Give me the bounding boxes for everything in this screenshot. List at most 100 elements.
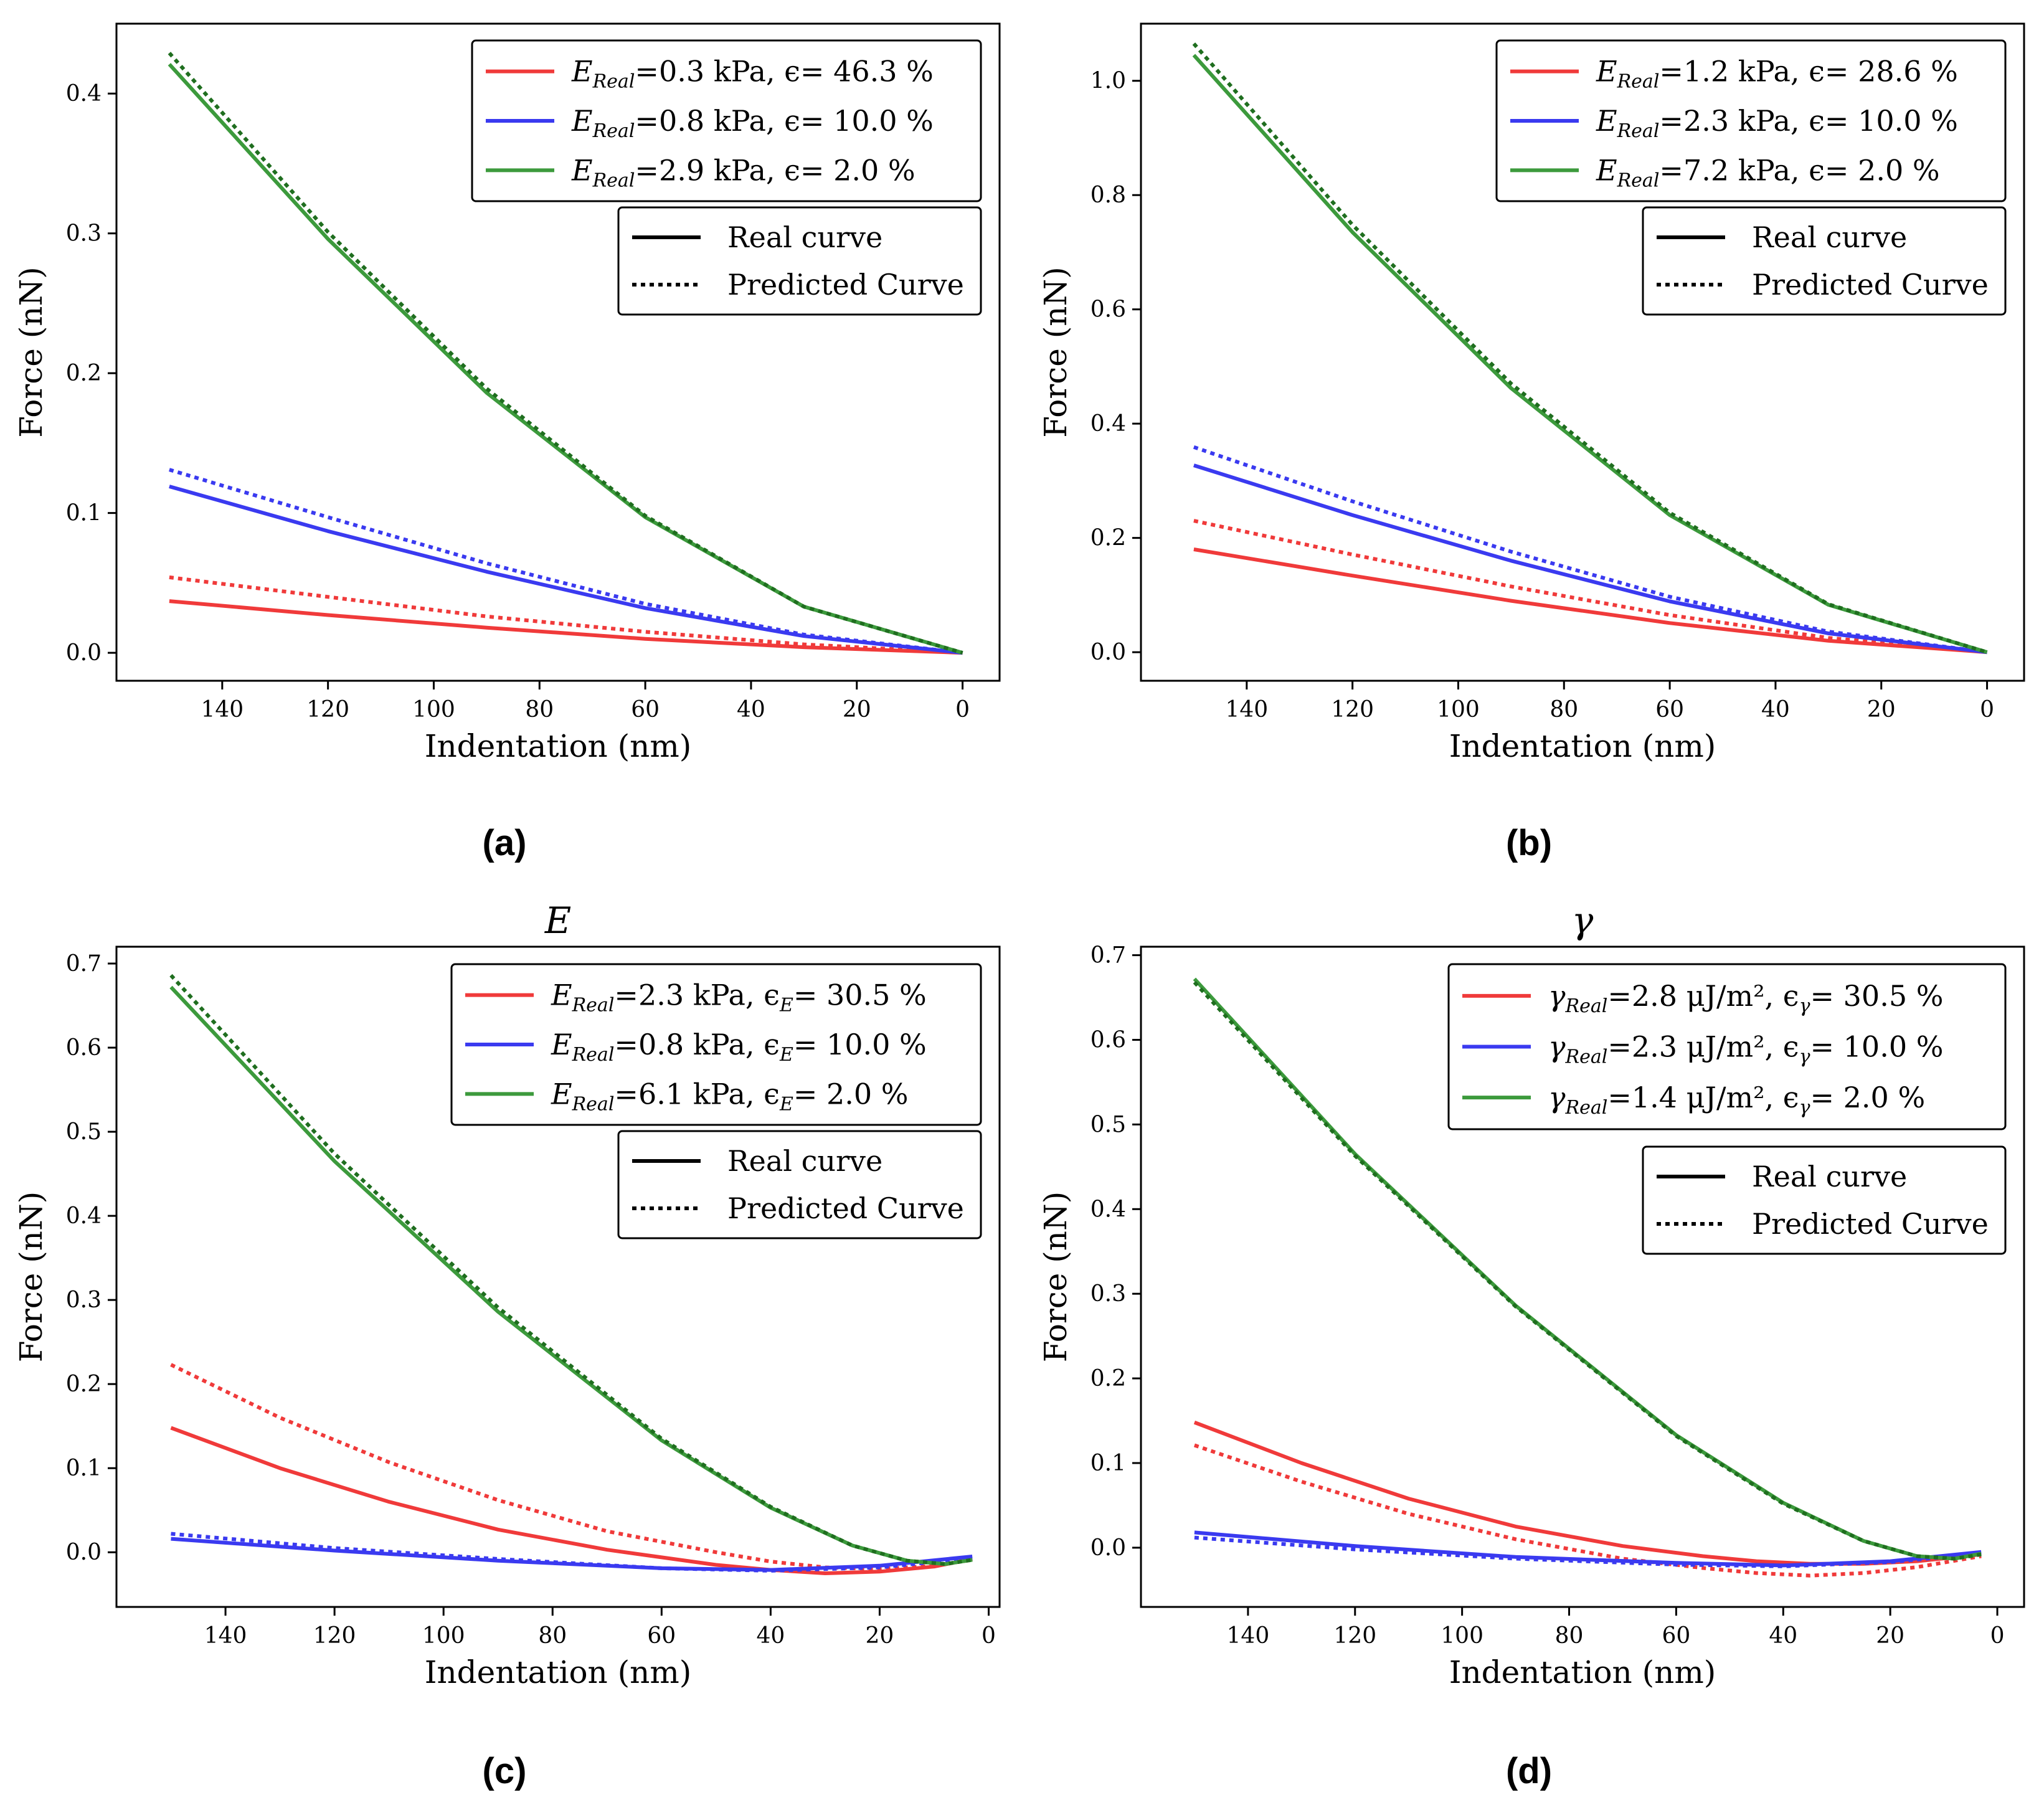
x-tick-label: 0 xyxy=(1990,1623,2005,1649)
y-tick-label: 0.7 xyxy=(1091,943,1126,969)
panel-title: E xyxy=(544,899,571,942)
x-tick-label: 140 xyxy=(1225,697,1268,722)
legend-label: EReal=2.9 kPa, ϵ= 2.0 % xyxy=(571,153,916,191)
panel-c: 140 120 100 80 60 40 20 0 0.0 0.1 0.2 0.3 0.4 0.5 0.6 0… xyxy=(13,899,1001,1690)
legend-box xyxy=(471,39,982,202)
style-legend-label: Real curve xyxy=(727,220,882,254)
x-tick-label: 40 xyxy=(1769,1623,1797,1649)
x-tick-label: 60 xyxy=(1655,697,1684,722)
x-tick-label: 100 xyxy=(1441,1623,1483,1649)
x-tick-label: 120 xyxy=(1331,697,1374,722)
legend-box xyxy=(1495,39,2007,202)
x-tick-label: 80 xyxy=(538,1623,567,1649)
style-legend-label: Predicted Curve xyxy=(1752,1207,1989,1241)
series-line-c-1 xyxy=(170,1363,973,1571)
style-legend-label: Predicted Curve xyxy=(727,268,964,301)
series-line-a-1 xyxy=(169,575,963,655)
series-line-a-2 xyxy=(169,485,963,655)
x-tick-label: 20 xyxy=(866,1623,894,1649)
style-legend-box xyxy=(617,206,982,316)
series-line-b-2 xyxy=(1193,463,1987,655)
x-tick-label: 80 xyxy=(525,697,554,722)
y-tick-label: 0.5 xyxy=(1091,1112,1126,1137)
y-tick-label: 0.3 xyxy=(66,1287,102,1313)
legend-box xyxy=(450,963,982,1126)
y-tick-label: 0.1 xyxy=(66,501,102,526)
y-tick-label: 0.2 xyxy=(1091,1366,1126,1391)
y-tick-label: 0.0 xyxy=(1091,1535,1126,1561)
style-legend-label: Predicted Curve xyxy=(1752,268,1989,301)
legend-label: γReal=2.8 μJ/m², ϵγ= 30.5 % xyxy=(1548,979,1943,1017)
x-tick-label: 80 xyxy=(1550,697,1578,722)
x-tick-label: 120 xyxy=(1333,1623,1376,1649)
y-tick-label: 0.6 xyxy=(1091,297,1126,323)
legend-label: EReal=6.1 kPa, ϵE= 2.0 % xyxy=(551,1077,909,1115)
series-line-b-5 xyxy=(1192,42,1988,654)
y-tick-label: 0.6 xyxy=(1091,1027,1126,1053)
series-line-d-3 xyxy=(1194,1535,1982,1568)
caption-c: (c) xyxy=(482,1751,527,1791)
x-axis-label: Indentation (nm) xyxy=(1449,1654,1716,1690)
series-line-d-1 xyxy=(1193,1443,1982,1578)
style-legend-label: Real curve xyxy=(1752,1160,1907,1193)
x-axis-label: Indentation (nm) xyxy=(1449,728,1716,764)
y-tick-label: 0.7 xyxy=(66,951,102,977)
x-tick-label: 120 xyxy=(306,697,349,722)
legend-label: EReal=1.2 kPa, ϵ= 28.6 % xyxy=(1596,55,1958,93)
x-tick-label: 60 xyxy=(647,1623,676,1649)
x-tick-label: 100 xyxy=(422,1623,465,1649)
legend-label: γReal=1.4 μJ/m², ϵγ= 2.0 % xyxy=(1548,1081,1925,1119)
x-tick-label: 40 xyxy=(756,1623,785,1649)
series-line-a-3 xyxy=(169,468,963,655)
x-tick-label: 0 xyxy=(1980,697,1994,722)
legend-label: EReal=0.3 kPa, ϵ= 46.3 % xyxy=(571,55,934,93)
x-tick-label: 120 xyxy=(313,1623,356,1649)
series-line-b-0 xyxy=(1193,547,1987,655)
y-tick-label: 0.1 xyxy=(66,1456,102,1481)
style-legend-label: Real curve xyxy=(1752,220,1907,254)
x-tick-label: 40 xyxy=(1761,697,1790,722)
y-tick-label: 1.0 xyxy=(1091,69,1126,94)
x-tick-label: 140 xyxy=(201,697,244,722)
x-tick-label: 140 xyxy=(204,1623,247,1649)
x-tick-label: 20 xyxy=(1876,1623,1904,1649)
legend-box xyxy=(1447,963,2007,1130)
y-tick-label: 0.6 xyxy=(66,1035,102,1061)
style-legend-box xyxy=(1642,1145,2007,1255)
y-axis-label: Force (nN) xyxy=(13,1191,49,1362)
y-tick-label: 0.8 xyxy=(1091,182,1126,208)
series-line-c-0 xyxy=(170,1426,973,1575)
series-line-b-1 xyxy=(1193,519,1987,655)
legend-label: EReal=0.8 kPa, ϵ= 10.0 % xyxy=(571,104,934,142)
series-line-a-0 xyxy=(169,599,963,655)
y-tick-label: 0.0 xyxy=(66,1540,102,1565)
legend-label: EReal=0.8 kPa, ϵE= 10.0 % xyxy=(551,1028,927,1066)
y-axis-label: Force (nN) xyxy=(1038,1191,1074,1362)
x-tick-label: 20 xyxy=(843,697,871,722)
series-line-a-5 xyxy=(168,52,963,655)
y-tick-label: 0.4 xyxy=(1091,411,1126,437)
x-axis-label: Indentation (nm) xyxy=(425,728,692,764)
legend-label: EReal=7.2 kPa, ϵ= 2.0 % xyxy=(1596,153,1940,191)
y-tick-label: 0.2 xyxy=(66,1372,102,1397)
plot-frame xyxy=(115,945,1001,1608)
x-tick-label: 40 xyxy=(737,697,765,722)
x-tick-label: 100 xyxy=(412,697,455,722)
y-tick-label: 0.4 xyxy=(66,1203,102,1229)
series-line-b-3 xyxy=(1193,445,1987,655)
style-legend-label: Predicted Curve xyxy=(727,1191,964,1225)
legend-label: EReal=2.3 kPa, ϵE= 30.5 % xyxy=(551,978,927,1016)
x-tick-label: 0 xyxy=(955,697,970,722)
caption-b: (b) xyxy=(1505,823,1553,863)
y-tick-label: 0.2 xyxy=(66,361,102,386)
legend-label: γReal=2.3 μJ/m², ϵγ= 10.0 % xyxy=(1548,1030,1943,1068)
y-tick-label: 0.2 xyxy=(1091,526,1126,551)
y-tick-label: 0.3 xyxy=(66,221,102,247)
y-axis-label: Force (nN) xyxy=(1038,267,1074,437)
plot-frame xyxy=(1140,945,2025,1608)
x-tick-label: 0 xyxy=(982,1623,996,1649)
series-line-c-5 xyxy=(169,974,973,1566)
plot-frame xyxy=(1140,22,2025,682)
caption-a: (a) xyxy=(482,823,527,863)
